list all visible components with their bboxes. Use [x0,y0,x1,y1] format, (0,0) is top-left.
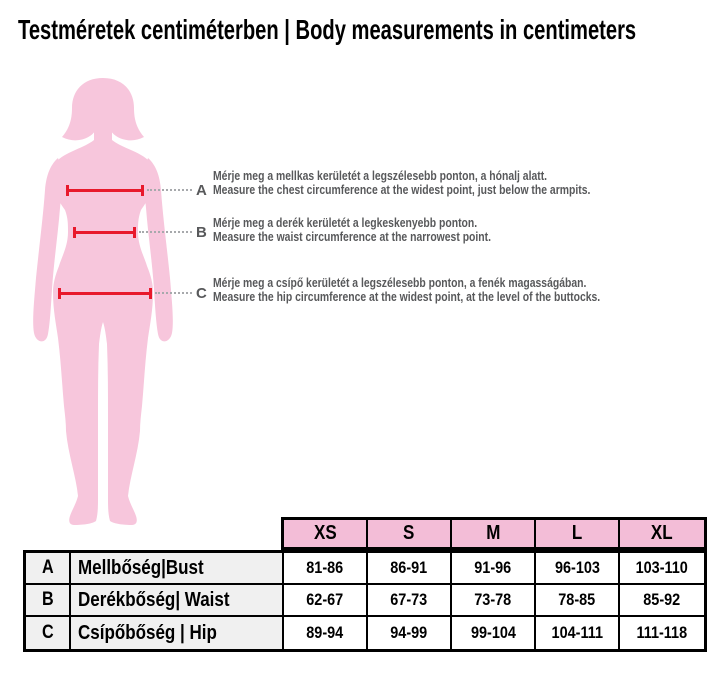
row-hip-letter: C [26,617,71,649]
line-end-tick [133,227,136,238]
row-waist-label: Derékbőség| Waist [71,585,284,617]
bust-xs-value: 81-86 [284,553,368,585]
size-column-xs: XS [284,520,368,547]
waist-xs-value: 62-67 [284,585,368,617]
size-table-body: A Mellbőség|Bust 81-86 86-91 91-96 96-10… [23,550,707,652]
waist-description-hu: Mérje meg a derék kerületét a legkeskeny… [213,215,478,230]
chest-leader-dots [147,189,192,191]
hip-m-value: 99-104 [452,617,536,649]
hip-letter: C [196,285,207,302]
silhouette-right-arm [144,158,173,342]
row-waist-letter: B [26,585,71,617]
chest-letter: A [196,182,207,199]
hip-xs-value: 89-94 [284,617,368,649]
waist-s-value: 67-73 [368,585,452,617]
line-end-tick [73,227,76,238]
size-column-m: M [452,520,536,547]
line-end-tick [141,185,144,196]
line-end-tick [58,288,61,299]
hip-s-value: 94-99 [368,617,452,649]
waist-measure-line [73,227,136,238]
size-column-l: L [536,520,620,547]
hip-measure-line [58,288,152,299]
page-title: Testméretek centiméterben | Body measure… [18,14,637,45]
chest-measure-line [66,185,144,196]
line-end-tick [66,185,69,196]
hip-description: Mérje meg a csípő kerületét a legszélese… [213,276,600,303]
hip-description-hu: Mérje meg a csípő kerületét a legszélese… [213,275,587,290]
row-bust-letter: A [26,553,71,585]
hip-leader-dots [155,292,192,294]
waist-xl-value: 85-92 [620,585,704,617]
chest-description: Mérje meg a mellkas kerületét a legszéle… [213,169,590,196]
silhouette-torso-legs [53,140,153,525]
size-table-header: XS S M L XL [281,517,707,550]
silhouette-left-arm [33,158,62,342]
hip-xl-value: 111-118 [620,617,704,649]
line-end-tick [149,288,152,299]
bust-m-value: 91-96 [452,553,536,585]
waist-l-value: 78-85 [536,585,620,617]
waist-letter: B [196,224,207,241]
waist-description: Mérje meg a derék kerületét a legkeskeny… [213,216,491,243]
chest-description-hu: Mérje meg a mellkas kerületét a legszéle… [213,168,548,183]
waist-leader-dots [139,231,192,233]
waist-description-en: Measure the waist circumference at the n… [213,228,491,244]
row-hip-label: Csípőbőség | Hip [71,617,284,649]
silhouette-head [62,78,144,141]
female-body-silhouette [33,78,173,525]
hip-l-value: 104-111 [536,617,620,649]
bust-s-value: 86-91 [368,553,452,585]
bust-l-value: 96-103 [536,553,620,585]
size-column-s: S [368,520,452,547]
chest-description-en: Measure the chest circumference at the w… [213,181,591,197]
hip-description-en: Measure the hip circumference at the wid… [213,288,601,304]
waist-m-value: 73-78 [452,585,536,617]
size-column-xl: XL [651,522,673,544]
bust-xl-value: 103-110 [620,553,704,585]
row-bust-label: Mellbőség|Bust [71,553,284,585]
